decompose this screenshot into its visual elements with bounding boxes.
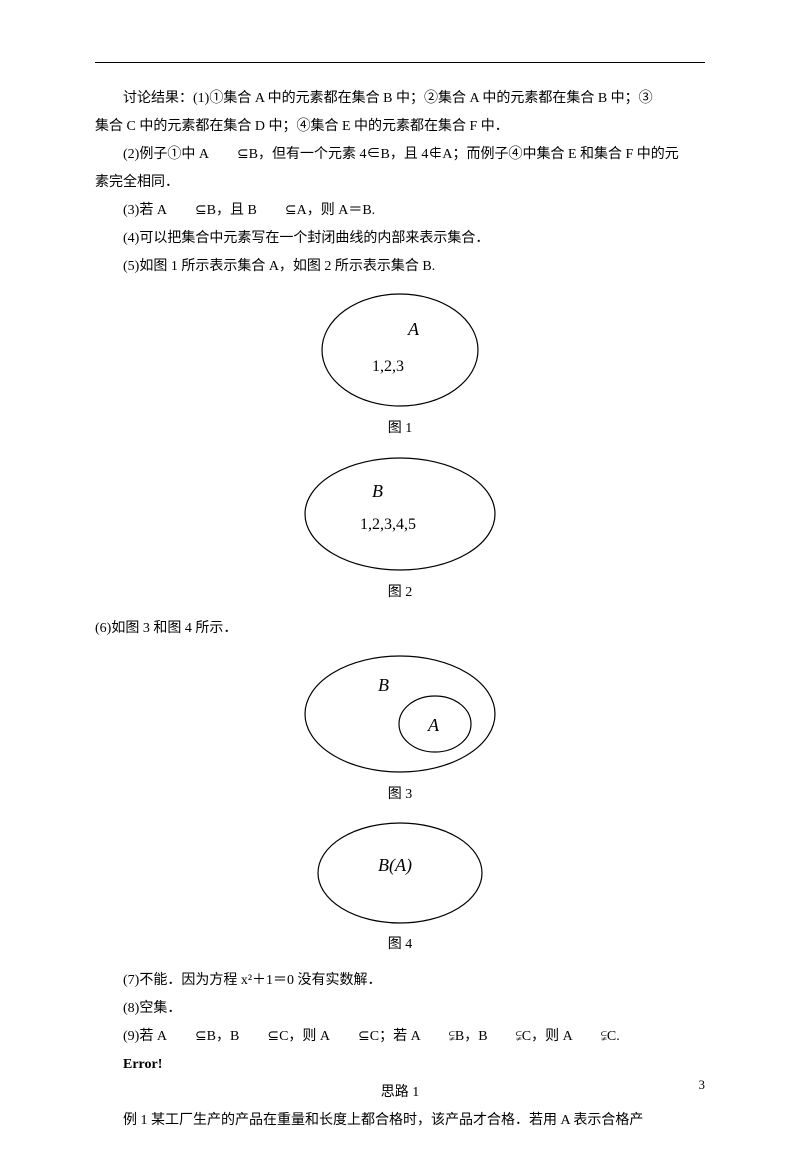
paragraph-4: 素完全相同． (95, 169, 705, 197)
subset-symbol: ⊆ (239, 1023, 279, 1051)
fig2-ellipse (305, 458, 495, 570)
text-line4: 素完全相同． (95, 175, 179, 190)
paragraph-6: (4)可以把集合中元素写在一个封闭曲线的内部来表示集合． (95, 225, 705, 253)
figure-2: B 1,2,3,4,5 (95, 451, 705, 577)
text-line10: (8)空集． (123, 1001, 181, 1016)
text-line11a: (9)若 A (123, 1029, 167, 1044)
text-line5a: (3)若 A (123, 203, 167, 218)
text-line11f: C，则 A (522, 1029, 573, 1044)
fig1-label-a: A (407, 319, 420, 339)
figure-4: B(A) (95, 817, 705, 929)
subset-symbol: ⊆ (257, 197, 297, 225)
subset-symbol: ⊆ (167, 197, 207, 225)
paragraph-2: 集合 C 中的元素都在集合 D 中；④集合 E 中的元素都在集合 F 中． (95, 113, 705, 141)
text-line3a: (2)例子①中 A (123, 147, 209, 162)
text-line1: 讨论结果：(1)①集合 A 中的元素都在集合 B 中；②集合 A 中的元素都在集… (123, 91, 653, 106)
fig1-ellipse (322, 294, 478, 406)
page-container: 讨论结果：(1)①集合 A 中的元素都在集合 B 中；②集合 A 中的元素都在集… (0, 0, 800, 1175)
subsetneq-symbol: ⫋ (488, 1023, 522, 1051)
subsetneq-symbol: ⫋ (421, 1023, 455, 1051)
subsetneq-symbol: ⫋ (573, 1023, 607, 1051)
error-text: Error! (95, 1051, 705, 1079)
fig2-svg: B 1,2,3,4,5 (290, 451, 510, 577)
text-line11c: C，则 A (279, 1029, 330, 1044)
paragraph-7: (5)如图 1 所示表示集合 A，如图 2 所示表示集合 B. (95, 253, 705, 281)
paragraph-8: (6)如图 3 和图 4 所示． (95, 615, 705, 643)
fig3-outer-ellipse (305, 656, 495, 772)
paragraph-9: (7)不能．因为方程 x²＋1＝0 没有实数解． (95, 967, 705, 995)
text-line11b: B，B (207, 1029, 240, 1044)
subset-symbol: ⊆ (167, 1023, 207, 1051)
top-rule (95, 62, 705, 63)
figure-1: A 1,2,3 (95, 287, 705, 413)
text-line11d: C；若 A (370, 1029, 421, 1044)
paragraph-11: (9)若 A⊆B，B⊆C，则 A⊆C；若 A⫋B，B⫋C，则 A⫋C. (95, 1023, 705, 1051)
subset-symbol: ⊆ (330, 1023, 370, 1051)
paragraph-1: 讨论结果：(1)①集合 A 中的元素都在集合 B 中；②集合 A 中的元素都在集… (95, 85, 705, 113)
fig3-caption: 图 3 (95, 781, 705, 809)
text-line6: (4)可以把集合中元素写在一个封闭曲线的内部来表示集合． (123, 231, 489, 246)
fig2-label-b: B (372, 481, 383, 501)
fig3-label-a: A (427, 715, 440, 735)
text-line5c: A，则 A＝B. (297, 203, 376, 218)
text-line9: (7)不能．因为方程 x²＋1＝0 没有实数解． (123, 973, 382, 988)
fig4-caption: 图 4 (95, 931, 705, 959)
fig3-label-b: B (378, 675, 389, 695)
text-line5b: B，且 B (207, 203, 257, 218)
text-line11e: B，B (455, 1029, 488, 1044)
page-number: 3 (699, 1072, 706, 1098)
fig1-svg: A 1,2,3 (300, 287, 500, 413)
silu-heading: 思路 1 (95, 1079, 705, 1107)
subset-symbol: ⊆ (209, 141, 249, 169)
paragraph-5: (3)若 A⊆B，且 B⊆A，则 A＝B. (95, 197, 705, 225)
fig4-label: B(A) (378, 855, 412, 876)
fig2-caption: 图 2 (95, 579, 705, 607)
text-line7: (5)如图 1 所示表示集合 A，如图 2 所示表示集合 B. (123, 259, 435, 274)
text-line2: 集合 C 中的元素都在集合 D 中；④集合 E 中的元素都在集合 F 中． (95, 119, 509, 134)
fig3-svg: B A (290, 649, 510, 779)
example-1: 例 1 某工厂生产的产品在重量和长度上都合格时，该产品才合格．若用 A 表示合格… (95, 1107, 705, 1135)
text-line3b: B，但有一个元素 4∈B，且 4∉A；而例子④中集合 E 和集合 F 中的元 (249, 147, 679, 162)
text-line8: (6)如图 3 和图 4 所示． (95, 621, 237, 636)
figure-3: B A (95, 649, 705, 779)
paragraph-3: (2)例子①中 A⊆B，但有一个元素 4∈B，且 4∉A；而例子④中集合 E 和… (95, 141, 705, 169)
fig1-content: 1,2,3 (372, 358, 404, 375)
text-line11g: C. (607, 1029, 620, 1044)
fig4-svg: B(A) (300, 817, 500, 929)
fig2-content: 1,2,3,4,5 (360, 516, 416, 533)
paragraph-10: (8)空集． (95, 995, 705, 1023)
fig1-caption: 图 1 (95, 415, 705, 443)
